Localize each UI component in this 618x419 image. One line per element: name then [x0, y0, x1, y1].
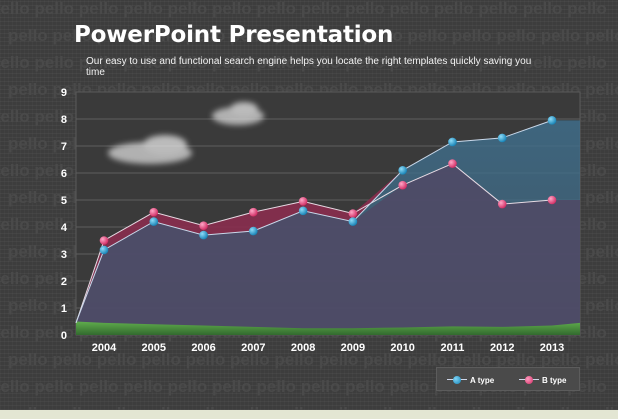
cloud	[143, 135, 187, 155]
legend-label-b-type: B type	[542, 375, 567, 385]
legend-marker-a-type	[447, 375, 467, 385]
data-point-b-type	[497, 199, 507, 209]
y-tick-label: 1	[61, 303, 67, 315]
data-point-a-type	[149, 217, 159, 226]
x-axis-ticks: 2004 2005 2006 2007 2008 2009 2010 2011 2012 2013	[92, 342, 564, 354]
data-point-b-type	[249, 207, 258, 217]
data-point-b-type	[348, 209, 358, 218]
y-tick-label: 6	[61, 168, 67, 180]
x-tick-label: 2006	[191, 342, 215, 354]
data-point-a-type	[199, 230, 208, 240]
x-tick-label: 2008	[291, 342, 315, 354]
data-point-a-type	[448, 137, 457, 147]
series-points	[99, 116, 557, 255]
area-overlap	[76, 163, 580, 335]
legend-item-a-type: A type	[447, 374, 494, 386]
data-point-a-type	[99, 245, 109, 255]
x-tick-label: 2011	[441, 342, 465, 354]
x-tick-label: 2004	[92, 342, 117, 354]
x-tick-label: 2013	[540, 342, 564, 354]
x-tick-label: 2005	[142, 342, 166, 354]
data-point-a-type	[547, 116, 557, 125]
data-point-b-type	[398, 180, 407, 190]
data-point-a-type	[298, 206, 308, 216]
chart-legend: A type B type	[436, 367, 580, 391]
data-point-b-type	[547, 195, 557, 205]
clouds	[108, 102, 264, 164]
y-tick-label: 5	[61, 195, 67, 207]
data-point-a-type	[398, 166, 407, 175]
data-point-a-type	[348, 217, 358, 226]
data-point-a-type	[249, 226, 258, 236]
y-tick-label: 2	[61, 276, 67, 288]
line-chart: pello pello pello pello pello pello pell…	[0, 0, 618, 410]
data-point-b-type	[199, 221, 208, 230]
y-tick-label: 8	[61, 114, 67, 126]
watermark-text: pello pello pello pello pello pello pell…	[8, 26, 618, 45]
watermark-text: pello pello pello pello pello pello pell…	[0, 0, 607, 18]
cloud	[230, 102, 258, 116]
y-tick-label: 9	[61, 87, 67, 99]
watermark-text: pello pello pello pello pello pello pell…	[8, 350, 618, 369]
bottom-strip	[0, 410, 618, 419]
legend-item-b-type: B type	[519, 374, 566, 386]
y-tick-label: 4	[61, 222, 68, 234]
baseline-band	[76, 321, 580, 335]
x-tick-label: 2010	[390, 342, 414, 354]
y-tick-label: 7	[61, 141, 67, 153]
data-point-a-type	[497, 133, 507, 143]
y-tick-label: 3	[61, 249, 67, 261]
watermark-text: pello pello pello pello pello pello pell…	[0, 53, 607, 72]
data-point-b-type	[298, 197, 308, 206]
watermark-text: pello pello pello pello pello pello pell…	[8, 404, 618, 410]
series-areas	[76, 120, 580, 335]
y-axis-ticks: 0 1 2 3 4 5 6 7 8 9	[61, 87, 68, 342]
data-point-b-type	[149, 207, 159, 217]
y-tick-label: 0	[61, 330, 67, 342]
data-point-b-type	[99, 236, 109, 245]
slide-title: PowerPoint Presentation	[74, 22, 394, 48]
x-tick-label: 2007	[241, 342, 265, 354]
legend-marker-b-type	[519, 375, 539, 385]
legend-label-a-type: A type	[470, 375, 495, 385]
x-tick-label: 2012	[490, 342, 514, 354]
baseline-band-shape	[76, 321, 580, 335]
area-b-type	[76, 120, 552, 323]
data-point-b-type	[448, 159, 457, 168]
x-tick-label: 2009	[341, 342, 365, 354]
slide-subtitle: Our easy to use and functional search en…	[86, 56, 532, 78]
slide: pello pello pello pello pello pello pell…	[0, 0, 618, 410]
